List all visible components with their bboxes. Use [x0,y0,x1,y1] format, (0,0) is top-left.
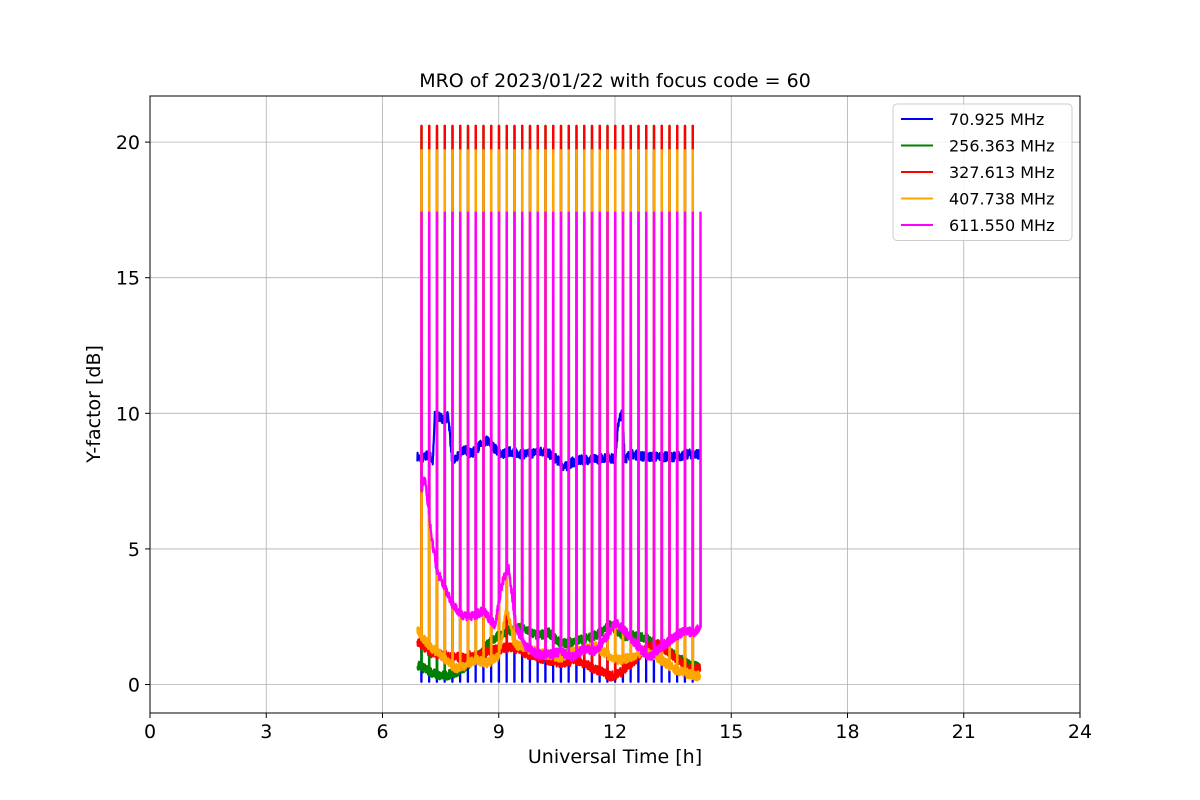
x-tick-label: 6 [376,721,388,743]
series-line [420,211,702,663]
x-tick-label: 18 [835,721,859,743]
legend-box [892,103,1073,241]
legend: 70.925 MHz 256.363 MHz 327.613 MHz 407.738 … [892,103,1073,241]
x-tick-label: 0 [144,721,156,743]
y-axis-label: Y-factor [dB] [83,345,105,464]
x-tick-label: 21 [952,721,976,743]
legend-label: 611.550 MHz [949,216,1054,235]
y-tick-label: 20 [116,132,140,154]
x-tick-label: 24 [1068,721,1092,743]
x-tick-label: 12 [603,721,627,743]
axis-ticks: 0 3 6 9 12 15 18 21 24 0 5 10 15 20 [116,132,1092,743]
x-axis-label: Universal Time [h] [528,746,702,768]
x-tick-label: 15 [719,721,743,743]
legend-label: 407.738 MHz [949,190,1054,209]
x-tick-label: 3 [260,721,272,743]
y-tick-label: 10 [116,403,140,425]
y-tick-label: 5 [128,539,140,561]
y-tick-label: 15 [116,268,140,290]
series-lines [416,124,702,683]
legend-label: 256.363 MHz [949,137,1054,156]
legend-label: 327.613 MHz [949,163,1054,182]
legend-label: 70.925 MHz [949,110,1044,129]
y-tick-label: 0 [128,675,140,697]
chart-title: MRO of 2023/01/22 with focus code = 60 [419,70,811,92]
x-tick-label: 9 [493,721,505,743]
